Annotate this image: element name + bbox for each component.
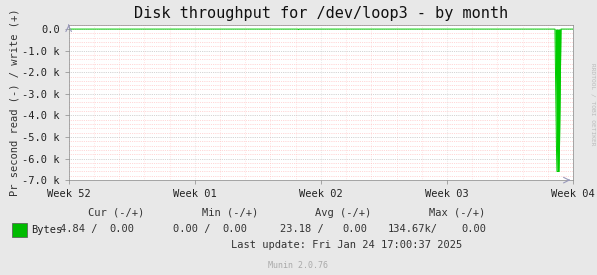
Text: 0.00: 0.00 xyxy=(109,224,134,234)
Text: Max (-/+): Max (-/+) xyxy=(429,208,485,218)
Text: 23.18 /: 23.18 / xyxy=(281,224,324,234)
Text: 4.84 /: 4.84 / xyxy=(60,224,97,234)
Text: Last update: Fri Jan 24 17:00:37 2025: Last update: Fri Jan 24 17:00:37 2025 xyxy=(230,240,462,249)
Text: 134.67k/: 134.67k/ xyxy=(387,224,438,234)
Y-axis label: Pr second read (-) / write (+): Pr second read (-) / write (+) xyxy=(10,9,19,196)
Title: Disk throughput for /dev/loop3 - by month: Disk throughput for /dev/loop3 - by mont… xyxy=(134,6,508,21)
Text: 0.00: 0.00 xyxy=(461,224,487,234)
Text: 0.00: 0.00 xyxy=(223,224,248,234)
Text: 0.00 /: 0.00 / xyxy=(173,224,211,234)
Text: Cur (-/+): Cur (-/+) xyxy=(88,208,144,218)
Text: 0.00: 0.00 xyxy=(342,224,367,234)
Text: Min (-/+): Min (-/+) xyxy=(202,208,258,218)
Text: Munin 2.0.76: Munin 2.0.76 xyxy=(269,261,328,270)
Text: RRDTOOL / TOBI OETIKER: RRDTOOL / TOBI OETIKER xyxy=(591,63,596,146)
Text: Bytes: Bytes xyxy=(31,225,62,235)
Text: Avg (-/+): Avg (-/+) xyxy=(315,208,371,218)
